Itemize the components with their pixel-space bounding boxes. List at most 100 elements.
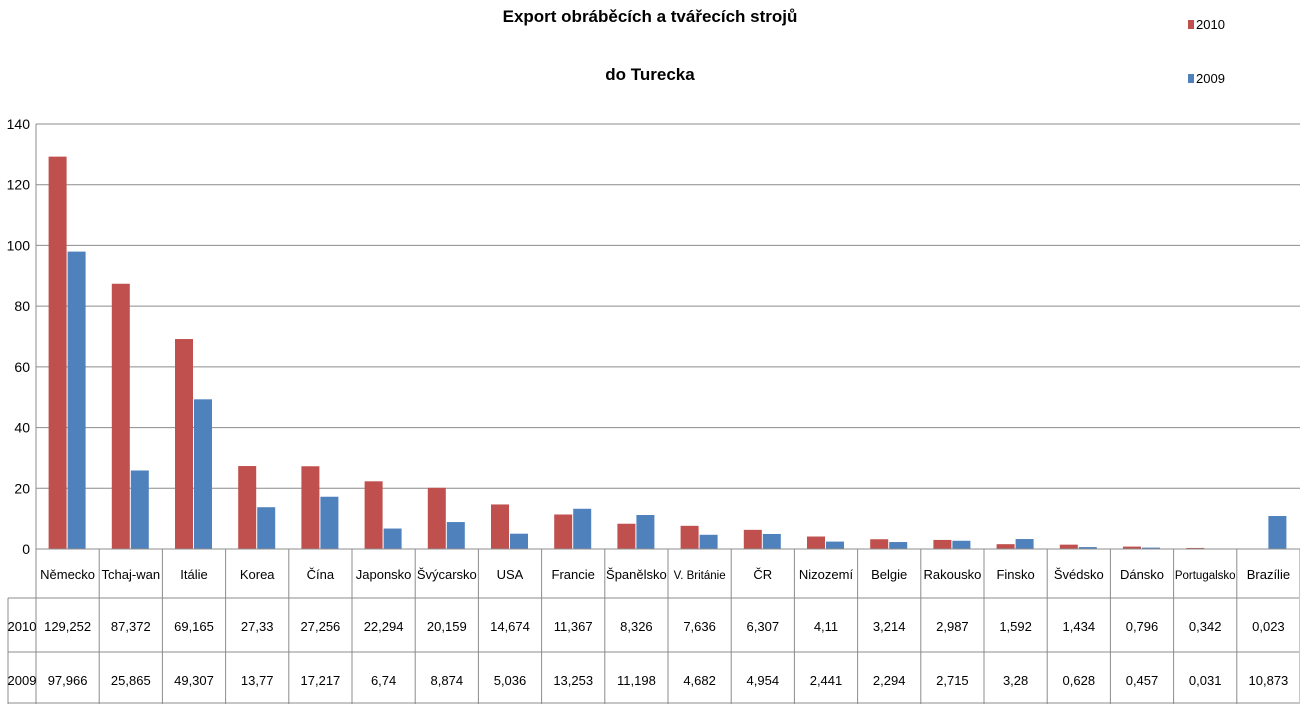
y-tick-label: 40 <box>14 420 30 436</box>
x-tick-label: Japonsko <box>356 567 412 582</box>
bar-2009-4 <box>257 507 276 549</box>
y-tick-label: 100 <box>7 237 31 253</box>
x-tick-label: USA <box>497 567 524 582</box>
bar-2009-10 <box>636 515 655 549</box>
data-label: 11,367 <box>554 619 593 634</box>
data-label: 0,457 <box>1126 673 1159 688</box>
table-series-label: 2010 <box>8 619 37 634</box>
bar-2010-11 <box>680 525 699 549</box>
data-label: 2,987 <box>936 619 969 634</box>
bar-2009-9 <box>573 508 592 549</box>
legend-swatch <box>1188 74 1194 83</box>
bar-2009-13 <box>826 541 844 549</box>
data-label: 7,636 <box>683 619 716 634</box>
bar-2010-4 <box>238 466 257 549</box>
data-label: 8,874 <box>431 673 464 688</box>
data-label: 2,294 <box>873 673 906 688</box>
bar-2010-2 <box>111 283 130 549</box>
data-label: 6,74 <box>371 673 396 688</box>
x-tick-label: Španělsko <box>606 567 667 582</box>
y-axis: 0 20 40 60 80 100 120 140 <box>7 116 37 557</box>
bar-2010-18 <box>1123 546 1141 549</box>
chart-subtitle: do Turecka <box>605 65 695 84</box>
bar-2010-6 <box>364 481 383 549</box>
data-label: 1,434 <box>1063 619 1096 634</box>
y-tick-label: 60 <box>14 359 30 375</box>
y-tick-label: 80 <box>14 298 30 314</box>
bar-2010-12 <box>743 529 762 549</box>
bar-2009-16 <box>1015 539 1034 549</box>
bar-2010-8 <box>491 504 509 549</box>
data-label: 1,592 <box>999 619 1032 634</box>
x-tick-label: Finsko <box>996 567 1034 582</box>
data-label: 4,682 <box>683 673 716 688</box>
x-tick-label: Belgie <box>871 567 907 582</box>
y-tick-label: 140 <box>7 116 31 132</box>
data-label: 3,28 <box>1003 673 1028 688</box>
data-label: 8,326 <box>620 619 653 634</box>
data-label: 0,031 <box>1189 673 1222 688</box>
x-tick-label: Čína <box>307 567 335 582</box>
data-label: 0,628 <box>1063 673 1096 688</box>
bar-2009-5 <box>320 496 339 549</box>
bar-2010-15 <box>933 539 952 549</box>
bar-2009-2 <box>130 470 149 549</box>
data-label: 49,307 <box>174 673 214 688</box>
bar-2009-12 <box>762 533 781 549</box>
x-tick-label: Korea <box>240 567 275 582</box>
chart-title: Export obráběcích a tvářecích strojů <box>503 7 798 26</box>
data-label: 11,198 <box>617 673 656 688</box>
data-label: 13,253 <box>553 673 593 688</box>
bar-2009-14 <box>889 542 908 549</box>
x-tick-label: Rakousko <box>923 567 981 582</box>
x-tick-label: Švýcarsko <box>417 567 477 582</box>
y-tick-label: 120 <box>7 177 31 193</box>
data-label: 22,294 <box>364 619 404 634</box>
legend-label: 2010 <box>1196 17 1225 32</box>
bar-2010-10 <box>617 523 636 549</box>
bar-2010-13 <box>807 536 825 549</box>
x-tick-label: Portugalsko <box>1175 570 1236 582</box>
data-label: 27,33 <box>241 619 274 634</box>
data-label: 17,217 <box>301 673 341 688</box>
bar-2009-6 <box>383 528 402 549</box>
x-tick-label: V. Británie <box>674 570 726 582</box>
x-tick-label: Německo <box>40 567 95 582</box>
x-tick-label: Tchaj-wan <box>102 567 161 582</box>
bar-2010-14 <box>870 539 889 549</box>
bar-2009-7 <box>446 522 465 549</box>
bar-2010-9 <box>554 514 573 549</box>
bar-2010-3 <box>175 339 193 549</box>
bar-2010-17 <box>1059 544 1078 549</box>
bar-2009-1 <box>67 251 86 549</box>
bar-2009-15 <box>952 540 971 549</box>
bar-2009-18 <box>1142 547 1160 549</box>
data-label: 25,865 <box>111 673 151 688</box>
data-label: 0,023 <box>1252 619 1285 634</box>
bar-2010-1 <box>48 156 67 549</box>
data-label: 4,954 <box>747 673 780 688</box>
data-table: Německo Tchaj-wan Itálie Korea Čína Japonsko Š… <box>7 548 1300 704</box>
data-label: 0,342 <box>1189 619 1222 634</box>
bar-2009-20 <box>1268 515 1287 549</box>
data-label: 20,159 <box>427 619 467 634</box>
data-label: 129,252 <box>44 619 91 634</box>
data-label: 14,674 <box>490 619 530 634</box>
data-label: 0,796 <box>1126 619 1159 634</box>
bar-2009-3 <box>194 399 212 549</box>
data-label: 4,11 <box>814 619 838 634</box>
table-series-label: 2009 <box>8 673 37 688</box>
data-label: 97,966 <box>48 673 88 688</box>
bar-2010-16 <box>996 544 1015 549</box>
data-label: 2,441 <box>810 673 843 688</box>
y-tick-label: 0 <box>22 541 30 557</box>
bar-2009-11 <box>699 534 718 549</box>
x-tick-label: Itálie <box>180 567 207 582</box>
data-label: 3,214 <box>873 619 906 634</box>
bar-2010-7 <box>427 487 446 549</box>
data-label: 27,256 <box>301 619 341 634</box>
bar-2010-5 <box>301 466 320 549</box>
data-label: 87,372 <box>111 619 151 634</box>
data-label: 13,77 <box>241 673 274 688</box>
x-tick-label: Nizozemí <box>799 567 854 582</box>
